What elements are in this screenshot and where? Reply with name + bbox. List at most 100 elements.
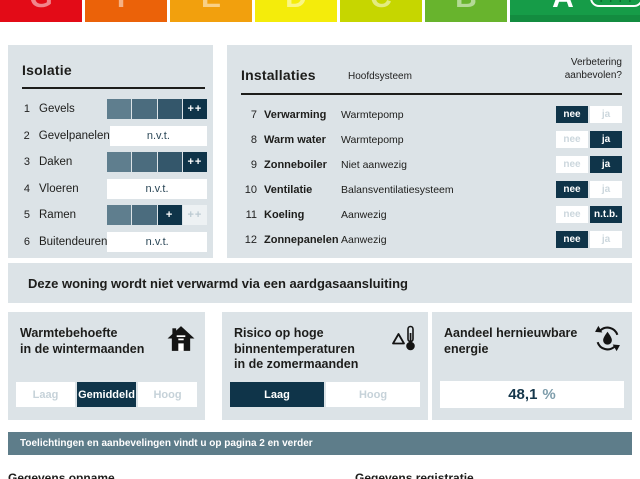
chip-ja: ja — [590, 181, 622, 198]
installaties-row-zonneboiler: 9 Zonneboiler Niet aanwezig nee ja — [241, 152, 622, 177]
row-number: 8 — [250, 133, 257, 146]
system-value: Niet aanwezig — [341, 158, 407, 171]
row-label: Warm water — [264, 133, 326, 146]
bar-segment: ++ — [182, 99, 207, 120]
row-number: 12 — [244, 233, 257, 246]
scale-segment-f: F — [85, 0, 167, 22]
installaties-row-zonnepanelen: 12 Zonnepanelen Aanwezig nee ja — [241, 227, 622, 252]
row-label: Buitendeuren — [38, 235, 108, 248]
risico-selector: Laag Hoog — [230, 382, 420, 407]
row-number: 1 — [23, 103, 30, 116]
bar-segment: ++ — [182, 152, 207, 173]
isolatie-row-gevelpanelen: 2 Gevelpanelen n.v.t. — [22, 123, 207, 150]
risico-title: Risico op hoge binnentemperaturen in de … — [222, 312, 428, 373]
footer-heading-left: Gegevens opname — [8, 471, 115, 479]
isolatie-row-ramen: 5 Ramen + ++ — [22, 202, 207, 229]
warmtebehoefte-selector: Laag Gemiddeld Hoog — [16, 382, 197, 407]
recommendation-chips: nee ja — [556, 231, 622, 248]
renewable-share-number: 48,1 — [508, 386, 538, 403]
installaties-row-ventilatie: 10 Ventilatie Balansventilatiesysteem ne… — [241, 177, 622, 202]
toelichtingen-bar: Toelichtingen en aanbevelingen vindt u o… — [8, 432, 632, 455]
house-icon — [167, 325, 195, 352]
scale-segment-e: E — [170, 0, 252, 22]
option-laag: Laag — [16, 382, 75, 407]
risico-panel: Risico op hoge binnentemperaturen in de … — [222, 312, 428, 420]
divider — [241, 93, 622, 95]
installaties-title: Installaties — [241, 67, 316, 83]
gas-connection-text: Deze woning wordt niet verwarmd via een … — [28, 275, 408, 291]
chip-ja: ja — [590, 231, 622, 248]
chip-nee: nee — [556, 131, 588, 148]
title-line: binnentemperaturen — [234, 341, 355, 356]
title-line: Risico op hoge — [234, 326, 324, 340]
option-gemiddeld: Gemiddeld — [77, 382, 136, 407]
scale-segment-c: C — [340, 0, 422, 22]
renewable-share-unit: % — [542, 386, 556, 403]
row-number: 7 — [250, 108, 257, 121]
warmtebehoefte-title: Warmtebehoefte in de wintermaanden — [8, 312, 205, 357]
scale-segment-g: G — [0, 0, 82, 22]
row-number: 3 — [23, 156, 30, 169]
hernieuwbare-energie-panel: Aandeel hernieuwbare energie 48,1 % — [432, 312, 632, 420]
nvt-value: n.v.t. — [107, 178, 207, 199]
bar-segment — [132, 205, 157, 226]
row-label: Vloeren — [39, 182, 79, 195]
chip-nee: nee — [556, 106, 588, 123]
bar-segment — [107, 152, 132, 173]
option-hoog: Hoog — [138, 382, 197, 407]
system-value: Aanwezig — [341, 233, 387, 246]
title-line: in de wintermaanden — [20, 341, 145, 356]
title-line: in de zomermaanden — [234, 357, 359, 371]
insulation-score-bar: + ++ — [107, 205, 207, 226]
row-number: 9 — [250, 158, 257, 171]
row-number: 10 — [244, 183, 257, 196]
installaties-rows: 7 Verwarming Warmtepomp nee ja 8 Warm wa… — [227, 95, 632, 252]
bar-segment — [132, 99, 157, 120]
system-value: Aanwezig — [341, 208, 387, 221]
row-label: Zonnepanelen — [264, 233, 339, 246]
scale-letter-d: D — [255, 0, 337, 13]
column-header-line: Verbetering — [570, 57, 622, 68]
hernieuwbare-energie-title: Aandeel hernieuwbare energie — [432, 312, 632, 357]
row-number: 5 — [23, 209, 30, 222]
insulation-score-bar: ++ — [107, 99, 207, 120]
scale-segment-a: A ++++ — [510, 0, 640, 22]
warmtebehoefte-panel: Warmtebehoefte in de wintermaanden Laag … — [8, 312, 205, 420]
scale-segment-d: D — [255, 0, 337, 22]
system-value: Warmtepomp — [341, 133, 404, 146]
isolatie-panel: Isolatie 1 Gevels ++ 2 Gevelpanelen n.v.… — [8, 45, 213, 258]
bar-segment — [157, 99, 182, 120]
installaties-row-verwarming: 7 Verwarming Warmtepomp nee ja — [241, 102, 622, 127]
insulation-score-bar: ++ — [107, 152, 207, 173]
footer-heading-right: Gegevens registratie — [355, 471, 474, 479]
row-label: Ramen — [39, 209, 77, 222]
row-label: Daken — [39, 156, 73, 169]
row-label: Verwarming — [264, 108, 327, 121]
chip-ja: ja — [590, 156, 622, 173]
row-number: 11 — [245, 208, 257, 221]
recommendation-chips: nee ja — [556, 156, 622, 173]
scale-letter-b: B — [425, 0, 507, 13]
row-number: 4 — [23, 182, 30, 195]
isolatie-title: Isolatie — [22, 62, 72, 78]
bar-segment — [132, 152, 157, 173]
recommendation-chips: nee ja — [556, 131, 622, 148]
chip-nee: nee — [556, 231, 588, 248]
recommendation-chips: nee ja — [556, 106, 622, 123]
isolatie-row-vloeren: 4 Vloeren n.v.t. — [22, 176, 207, 203]
row-number: 6 — [23, 235, 30, 248]
recommendation-chips: nee ja — [556, 181, 622, 198]
renewable-share-value: 48,1 % — [440, 381, 624, 408]
chip-ja: ja — [590, 106, 622, 123]
scale-letter-g: G — [0, 0, 82, 13]
system-value: Balansventilatiesysteem — [341, 183, 454, 196]
renewable-energy-icon — [594, 325, 622, 352]
scale-letter-c: C — [340, 0, 422, 13]
chip-nee: nee — [556, 206, 588, 223]
option-hoog: Hoog — [326, 382, 420, 407]
chip-nee: nee — [556, 156, 588, 173]
row-label: Koeling — [264, 208, 305, 221]
bar-segment — [157, 152, 182, 173]
bar-segment — [107, 205, 132, 226]
